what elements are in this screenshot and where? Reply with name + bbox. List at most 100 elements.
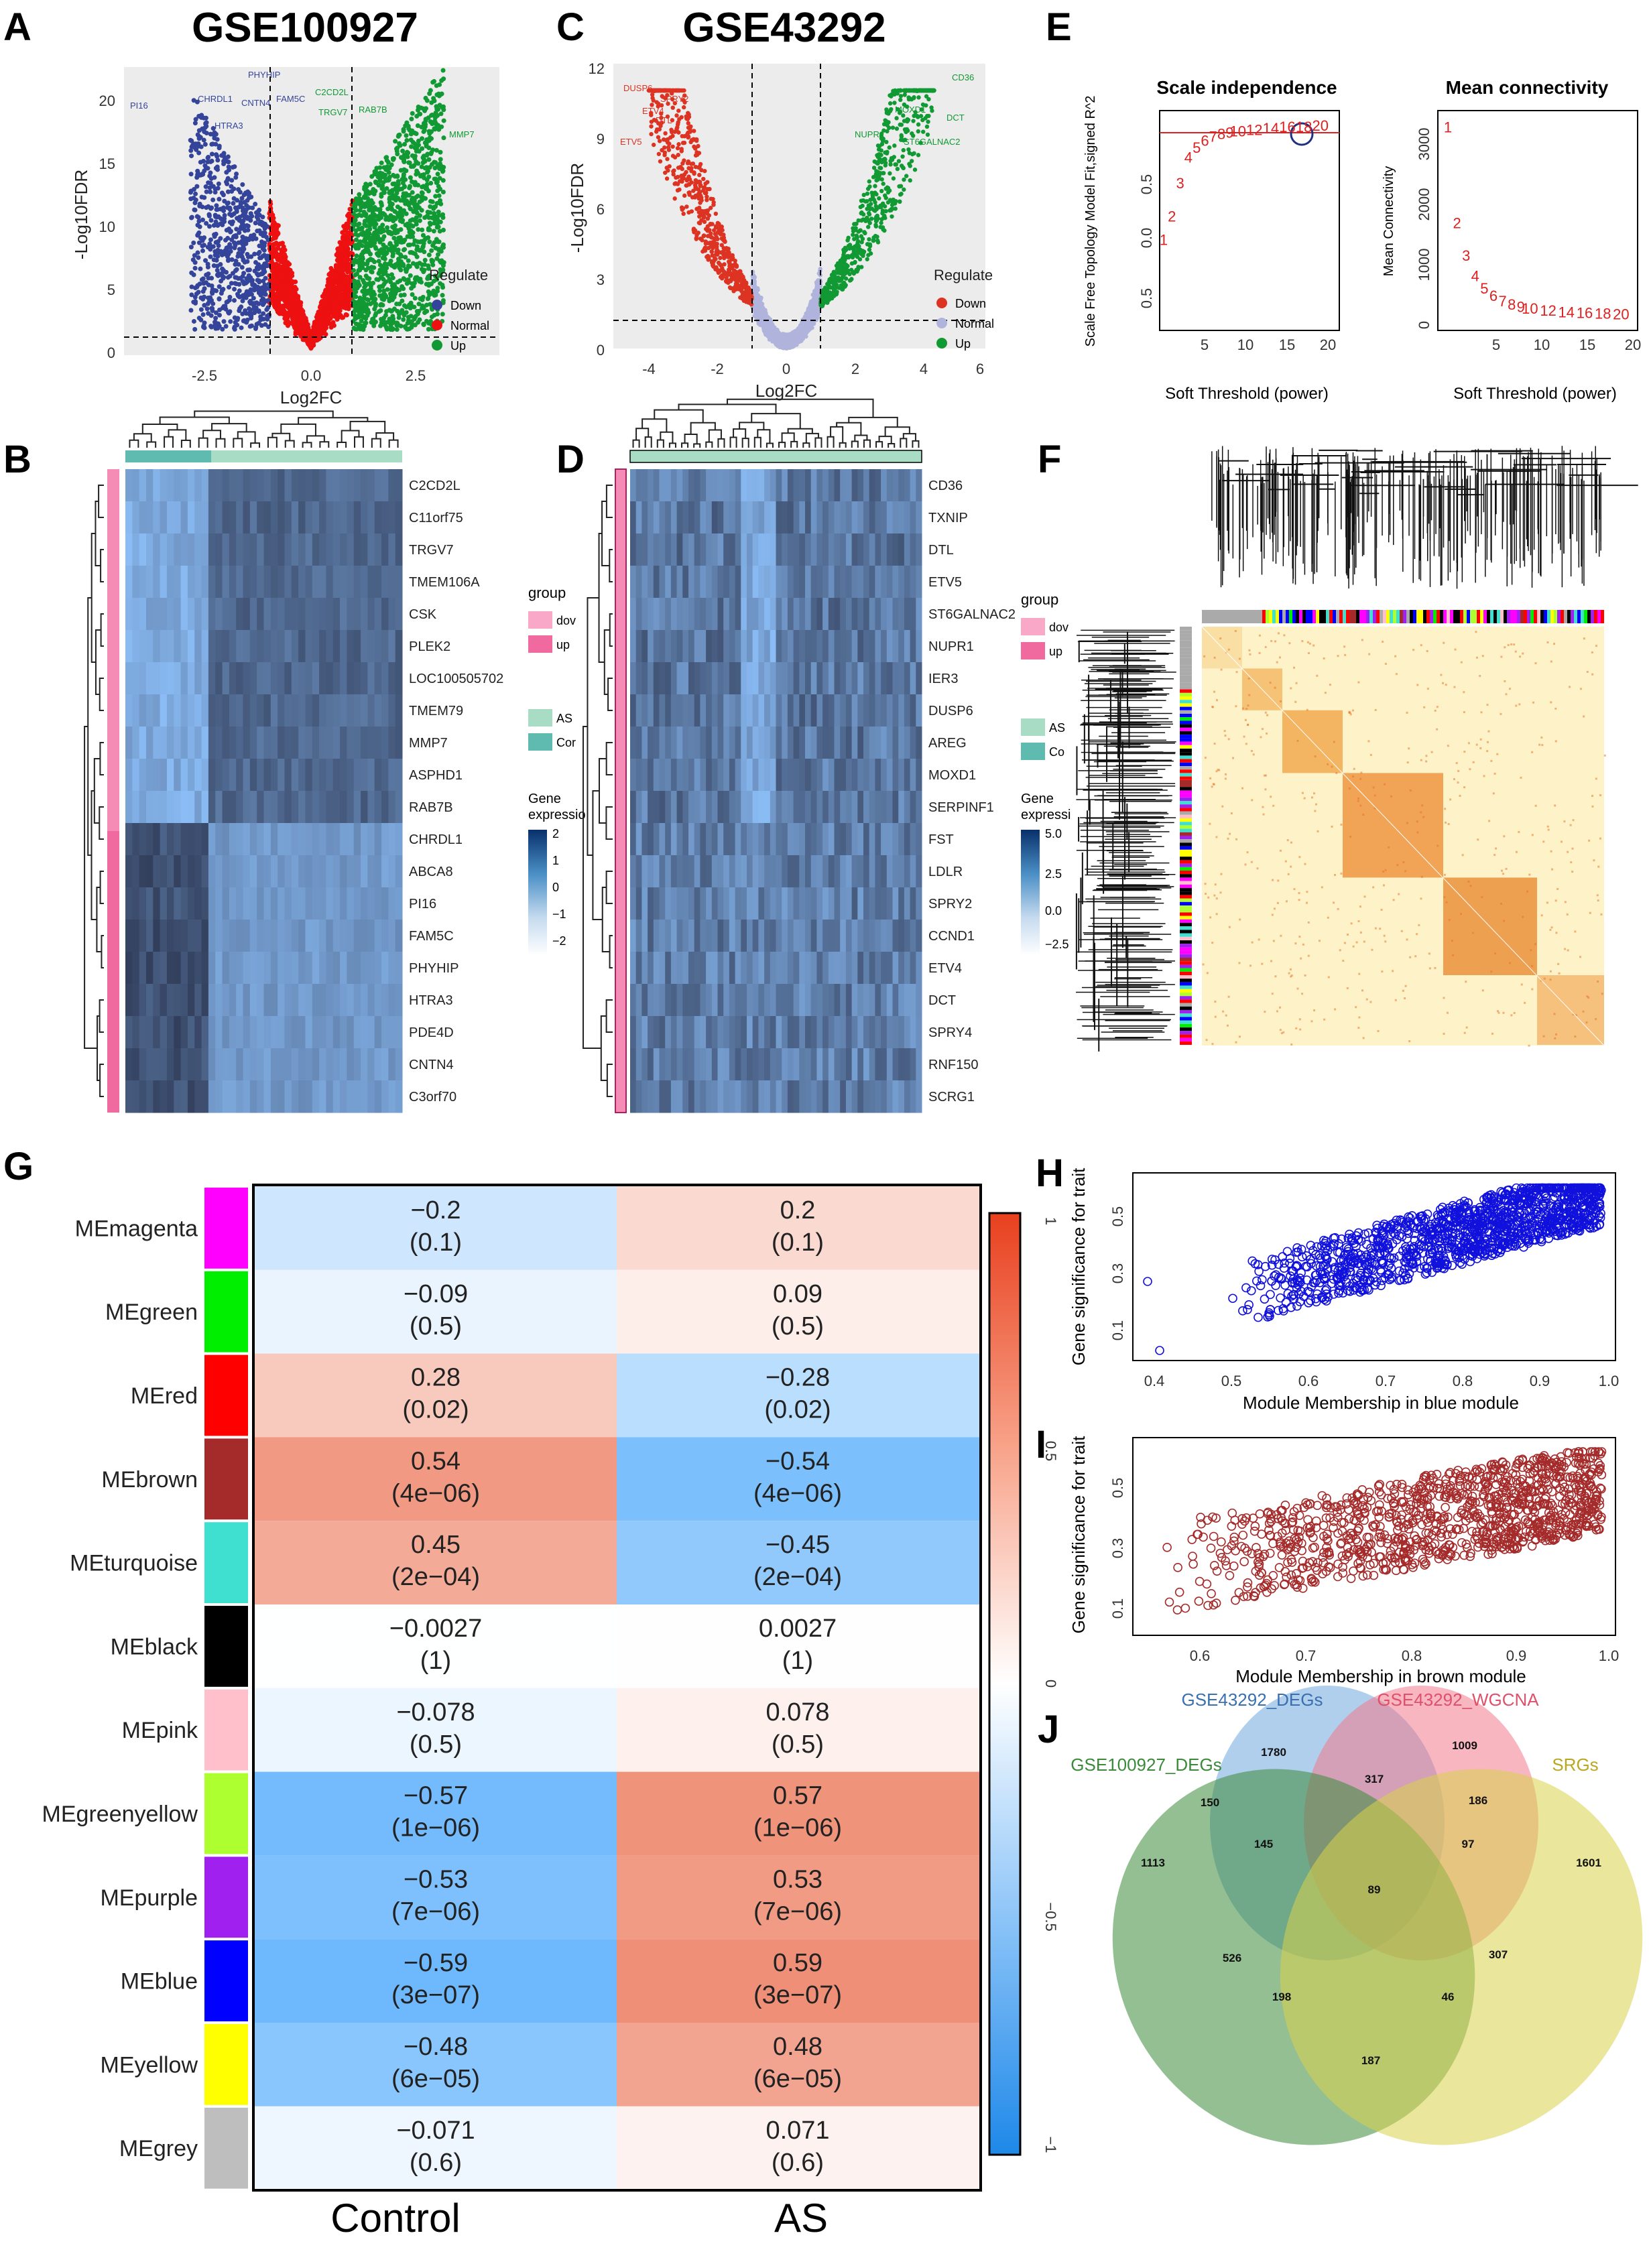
point-down [219, 216, 223, 221]
point-normal [332, 314, 337, 318]
point-up [370, 317, 375, 322]
point-normal [333, 272, 338, 277]
point-down [264, 235, 269, 239]
point-up [409, 137, 414, 142]
point-up [365, 262, 369, 267]
point-down [237, 295, 242, 300]
point-down [217, 197, 221, 202]
volcano-c-plot-area [613, 64, 985, 349]
point-up [405, 201, 410, 206]
point-down [196, 173, 200, 178]
point-up [375, 172, 379, 177]
point-down [226, 275, 231, 279]
gene-label: CHRDL1 [198, 94, 233, 104]
point-down [226, 200, 231, 205]
point-down [217, 182, 221, 186]
point-down [256, 273, 261, 277]
point-down [206, 276, 210, 281]
point-down [206, 265, 210, 269]
point-down [241, 257, 246, 262]
point-down [189, 172, 194, 176]
point-up [405, 281, 410, 286]
point-up [373, 180, 378, 184]
point-normal [288, 311, 292, 316]
point-up [395, 327, 400, 332]
panel-label-a: A [3, 5, 32, 49]
point-down [198, 296, 203, 300]
point-down [218, 262, 223, 267]
point-down [223, 155, 227, 160]
point-up [422, 322, 426, 327]
point-up [441, 178, 446, 183]
point-up [434, 107, 439, 111]
point-down [221, 206, 225, 211]
point-up [366, 248, 371, 253]
point-normal [755, 286, 759, 290]
point-down [200, 172, 204, 177]
point-up [441, 228, 446, 233]
point-up [436, 164, 440, 168]
point-up [365, 216, 370, 221]
point-normal [321, 294, 326, 298]
point-down [238, 190, 243, 194]
point-up [368, 190, 373, 195]
legend-dot-normal [432, 320, 442, 330]
point-up [442, 119, 446, 123]
point-normal [761, 311, 765, 315]
point-normal [328, 266, 333, 271]
point-up [404, 121, 409, 125]
point-down [244, 296, 249, 300]
point-down [198, 160, 203, 164]
point-normal [324, 326, 328, 330]
point-normal [281, 247, 286, 251]
point-up [361, 327, 365, 332]
point-up [370, 206, 375, 210]
point-down [227, 252, 231, 257]
point-normal [329, 286, 334, 291]
point-down [243, 229, 247, 233]
point-up [414, 195, 418, 200]
point-up [351, 220, 355, 225]
point-normal [323, 332, 328, 336]
legend-dot-up [432, 340, 442, 351]
point-up [432, 229, 436, 233]
point-up [418, 296, 422, 301]
volcano-a-yticks: 0 5 10 15 20 [99, 92, 115, 361]
point-normal [312, 323, 317, 328]
point-up [408, 231, 413, 236]
point-up [372, 237, 377, 241]
point-up [378, 207, 383, 212]
point-down [202, 137, 206, 142]
point-up [410, 111, 415, 116]
point-up [409, 144, 414, 149]
point-normal [329, 273, 334, 278]
point-up [442, 260, 446, 265]
point-up [387, 197, 392, 202]
point-up [422, 249, 426, 254]
point-down [190, 145, 194, 149]
point-up [431, 206, 436, 211]
point-up [429, 136, 434, 141]
point-normal [344, 222, 349, 227]
point-normal [345, 274, 349, 279]
point-normal [314, 314, 319, 319]
point-up [424, 236, 428, 241]
point-down [221, 319, 226, 324]
point-up [365, 236, 369, 241]
point-normal [341, 295, 345, 300]
point-down [210, 306, 215, 311]
point-down [226, 190, 231, 194]
point-up [426, 158, 431, 162]
point-up [384, 265, 389, 270]
point-up [377, 288, 382, 293]
point-normal [298, 329, 303, 334]
volcano-a-xtick: -2.5 [192, 367, 217, 384]
point-up [426, 210, 430, 214]
point-normal [332, 323, 337, 328]
point-up [368, 252, 373, 257]
point-down [245, 267, 250, 272]
point-up [411, 261, 416, 265]
point-down [199, 307, 204, 312]
point-up [383, 257, 387, 261]
